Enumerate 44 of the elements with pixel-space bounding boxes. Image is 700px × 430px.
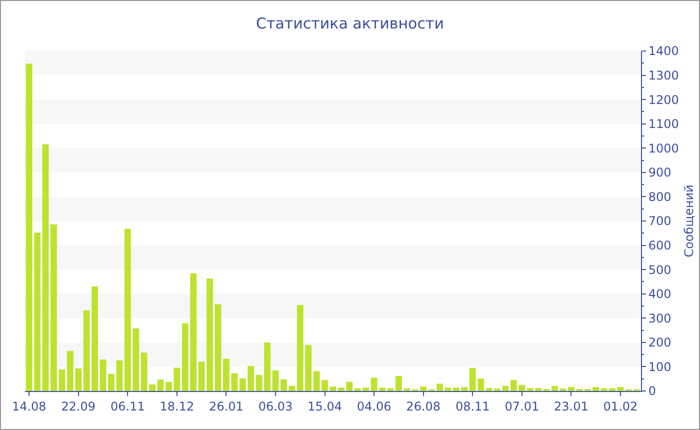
bar [609,388,616,391]
bar [330,386,336,391]
x-tick-label: 26.01 [209,399,244,414]
bar [50,224,57,391]
x-tick-label: 22.09 [61,399,96,414]
y-axis-title: Сообщений [682,184,696,258]
y-tick-label: 700 [648,214,672,228]
y-tick-label: 1200 [648,92,679,107]
bar [444,388,452,391]
y-tick-label: 1400 [648,44,679,58]
y-tick-label: 1100 [648,117,679,132]
y-tick-label: 1000 [648,141,679,156]
bar [42,144,49,391]
y-tick-label: 100 [648,360,672,374]
x-tick-label: 07.01 [504,399,540,414]
y-tick-label: 300 [648,311,672,326]
y-tick-label: 800 [648,190,672,204]
bar [617,387,624,391]
bar [100,359,106,391]
chart-title: Статистика активности [256,14,444,33]
x-tick-label: 06.03 [258,399,293,414]
bar [58,369,66,391]
bar [214,304,222,391]
bar [108,374,114,391]
x-tick-label: 14.08 [12,399,46,414]
y-tick-label: 500 [648,262,672,277]
x-tick-label: 26.08 [406,399,441,414]
y-tick-label: 200 [648,336,672,350]
x-tick-label: 06.11 [110,399,145,414]
x-tick-label: 18.12 [160,399,194,414]
x-tick-label: 15.04 [308,399,342,414]
bar [502,386,509,391]
y-tick-label: 400 [648,287,672,302]
bar [272,370,279,391]
bar [157,380,164,391]
x-tick-label: 08.11 [455,399,490,414]
x-tick-label: 01.02 [603,399,638,414]
y-tick-label: 0 [648,384,656,398]
y-tick-label: 1300 [648,68,679,82]
y-tick-label: 600 [648,238,672,252]
bar [116,360,123,391]
x-tick-label: 04.06 [356,399,392,414]
x-tick-label: 23.01 [554,399,588,414]
y-tick-label: 900 [648,166,672,180]
